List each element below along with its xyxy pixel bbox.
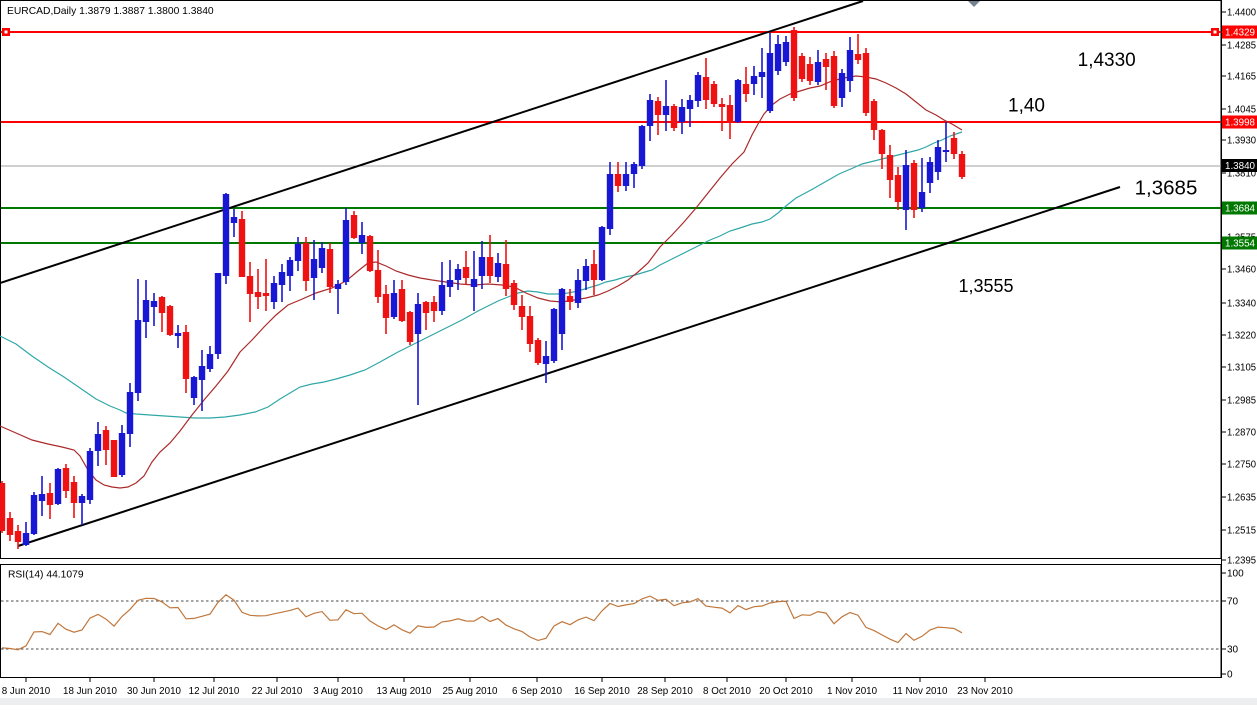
svg-text:1.4400: 1.4400 — [1227, 8, 1256, 19]
svg-text:EURCAD,Daily 1.3879 1.3887 1.: EURCAD,Daily 1.3879 1.3887 1.3800 1.3840 — [7, 6, 214, 17]
svg-text:3 Aug 2010: 3 Aug 2010 — [313, 686, 363, 697]
svg-text:30 Jun 2010: 30 Jun 2010 — [127, 686, 181, 697]
svg-text:8 Jun 2010: 8 Jun 2010 — [2, 686, 51, 697]
svg-text:1.3810: 1.3810 — [1227, 169, 1256, 180]
svg-text:1.2515: 1.2515 — [1227, 526, 1256, 537]
svg-text:1.4329: 1.4329 — [1225, 28, 1255, 39]
svg-text:1.2635: 1.2635 — [1227, 493, 1256, 504]
svg-text:1,40: 1,40 — [1008, 96, 1045, 117]
svg-text:1.3220: 1.3220 — [1227, 331, 1256, 342]
svg-text:12 Jul 2010: 12 Jul 2010 — [189, 686, 240, 697]
svg-text:1 Nov 2010: 1 Nov 2010 — [827, 686, 878, 697]
svg-text:6 Sep 2010: 6 Sep 2010 — [512, 686, 563, 697]
svg-text:1.2870: 1.2870 — [1227, 428, 1256, 439]
svg-text:1.2985: 1.2985 — [1227, 396, 1256, 407]
svg-text:1.2750: 1.2750 — [1227, 460, 1256, 471]
svg-text:30: 30 — [1227, 645, 1239, 656]
svg-text:20 Oct 2010: 20 Oct 2010 — [759, 686, 813, 697]
svg-text:25 Aug 2010: 25 Aug 2010 — [442, 686, 498, 697]
svg-text:1.3684: 1.3684 — [1225, 204, 1255, 215]
svg-text:1.4285: 1.4285 — [1227, 41, 1256, 52]
svg-text:1.3554: 1.3554 — [1225, 239, 1255, 250]
svg-text:1.4165: 1.4165 — [1227, 72, 1256, 83]
svg-text:1,3685: 1,3685 — [1135, 177, 1198, 200]
svg-text:1.3998: 1.3998 — [1225, 118, 1255, 129]
svg-text:13 Aug 2010: 13 Aug 2010 — [376, 686, 432, 697]
svg-text:1,4330: 1,4330 — [1078, 50, 1136, 71]
svg-text:8 Oct 2010: 8 Oct 2010 — [703, 686, 751, 697]
svg-text:100: 100 — [1227, 569, 1244, 580]
svg-text:0: 0 — [1227, 670, 1233, 681]
svg-text:16 Sep 2010: 16 Sep 2010 — [574, 686, 630, 697]
svg-text:18 Jun 2010: 18 Jun 2010 — [63, 686, 117, 697]
svg-text:23 Nov 2010: 23 Nov 2010 — [957, 686, 1013, 697]
svg-text:11 Nov 2010: 11 Nov 2010 — [893, 686, 948, 697]
svg-text:1.2395: 1.2395 — [1227, 556, 1256, 567]
svg-text:22 Jul 2010: 22 Jul 2010 — [252, 686, 303, 697]
svg-text:1.3340: 1.3340 — [1227, 299, 1256, 310]
svg-text:1,3555: 1,3555 — [958, 276, 1013, 296]
svg-text:28 Sep 2010: 28 Sep 2010 — [637, 686, 693, 697]
svg-text:70: 70 — [1227, 597, 1239, 608]
svg-text:1.3840: 1.3840 — [1225, 161, 1255, 172]
svg-text:RSI(14) 44.1079: RSI(14) 44.1079 — [8, 570, 84, 581]
svg-text:1.3105: 1.3105 — [1227, 363, 1256, 374]
svg-text:1.3460: 1.3460 — [1227, 265, 1256, 276]
svg-text:1.3930: 1.3930 — [1227, 136, 1256, 147]
svg-text:1.4045: 1.4045 — [1227, 105, 1256, 116]
